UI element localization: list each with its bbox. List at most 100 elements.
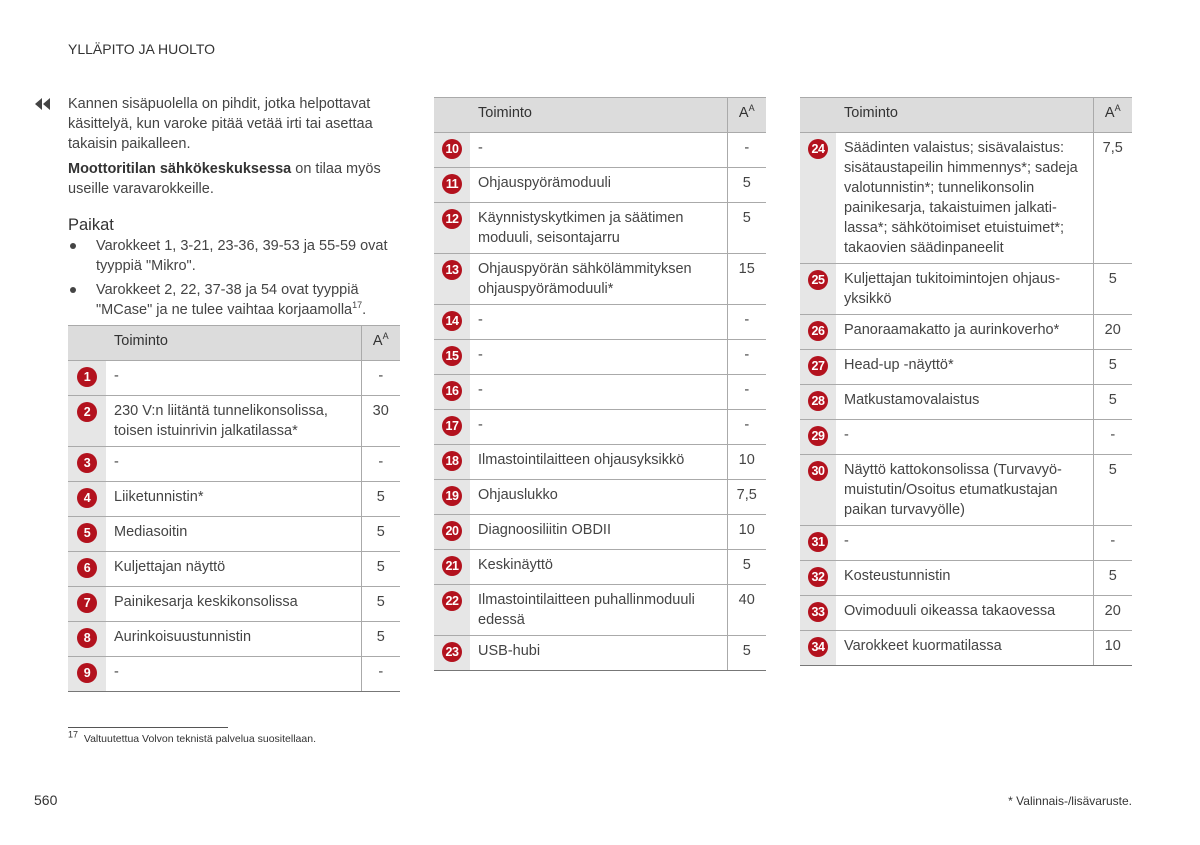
number-cell: 8 — [68, 621, 106, 657]
amps-cell: 7,5 — [1092, 132, 1132, 264]
number-cell: 23 — [434, 635, 470, 671]
function-cell: Painikesarja keskikonsolissa — [106, 586, 361, 622]
fuse-number-badge: 25 — [808, 270, 828, 290]
number-cell: 30 — [800, 454, 836, 526]
amp-symbol-sup: A — [1114, 103, 1121, 114]
header-cell: AA — [360, 325, 400, 361]
amps-cell: 7,5 — [726, 479, 766, 515]
text: on tilaa myös useille varavarokkeille. — [68, 161, 381, 197]
number-cell: 19 — [434, 479, 470, 515]
fuse-number-badge: 17 — [442, 416, 462, 436]
fuse-number-badge: 31 — [808, 532, 828, 552]
fuse-row: 14- - — [434, 304, 766, 340]
function-cell: Keskinäyttö — [470, 549, 727, 585]
function-cell: Matkustamovalaistus — [836, 384, 1093, 420]
function-cell: - — [470, 374, 727, 410]
bullet: Varokkeet 1, 3-21, 23-36, 39-53 ja 55-59… — [68, 236, 402, 276]
footnote-text: Valtuutettua Volvon teknistä palvelua su… — [83, 733, 316, 745]
function-cell: Ohjauspyörämoduuli — [470, 167, 727, 203]
amps-cell: 5 — [726, 167, 766, 203]
number-cell: 13 — [434, 253, 470, 305]
function-cell: Ilmastointilaitteen puhallinmoduuli edes… — [470, 584, 727, 636]
number-cell: 33 — [800, 595, 836, 631]
fuse-row: 32 Kosteustunnistin 5 — [800, 560, 1132, 596]
number-cell: 22 — [434, 584, 470, 636]
function-cell: Ohjauslukko — [470, 479, 727, 515]
function-cell: Ilmastointilaitteen ohjausyksikkö — [470, 444, 727, 480]
number-cell: 21 — [434, 549, 470, 585]
number-cell: 5 — [68, 516, 106, 552]
function-cell: - — [470, 304, 727, 340]
fuse-number-badge: 15 — [442, 346, 462, 366]
fuse-row: 9-- — [68, 656, 400, 692]
fuse-row: 19 Ohjauslukko 7,5 — [434, 479, 766, 515]
fuse-number-badge: 10 — [442, 139, 462, 159]
fuse-row: 17- - — [434, 409, 766, 445]
amps-cell: 5 — [360, 621, 400, 657]
fuse-number-badge: 11 — [442, 174, 462, 194]
number-cell: 6 — [68, 551, 106, 587]
fuse-row: 20 Diagnoosiliitin OBDII 10 — [434, 514, 766, 550]
bullet-list: Varokkeet 1, 3-21, 23-36, 39-53 ja 55-59… — [68, 236, 402, 320]
function-cell: Mediasoitin — [106, 516, 361, 552]
amps-cell: 5 — [360, 586, 400, 622]
footnote-rule — [68, 727, 228, 728]
fuse-number-badge: 20 — [442, 521, 462, 541]
amps-cell: - — [1092, 419, 1132, 455]
fuse-number-badge: 14 — [442, 311, 462, 331]
fuse-number-badge: 13 — [442, 260, 462, 280]
section-header: YLLÄPITO JA HUOLTO — [68, 41, 216, 57]
amps-cell: 10 — [1092, 630, 1132, 666]
number-cell: 34 — [800, 630, 836, 666]
text: Varokkeet 2, 22, 37-38 ja 54 ovat tyyppi… — [96, 282, 359, 318]
paragraph: Moottoritilan sähkökeskuksessa on tilaa … — [68, 159, 402, 199]
fuse-row: 1-- — [68, 360, 400, 396]
number-cell: 9 — [68, 656, 106, 692]
page-number: 560 — [34, 792, 58, 808]
function-cell: - — [836, 525, 1093, 561]
fuse-table: Toiminto AA 24 Säädinten valaistus; sisäval… — [800, 97, 1132, 666]
header-row: Toiminto AA — [800, 97, 1132, 133]
amps-cell: 20 — [1092, 314, 1132, 350]
text: Varokkeet 1, 3-21, 23-36, 39-53 ja 55-59… — [96, 238, 388, 274]
number-cell: 2 — [68, 395, 106, 447]
fuse-number-badge: 26 — [808, 321, 828, 341]
number-cell: 4 — [68, 481, 106, 517]
fuse-row: 21 Keskinäyttö 5 — [434, 549, 766, 585]
function-cell: Kuljettajan näyttö — [106, 551, 361, 587]
function-cell: Head-up -näyttö* — [836, 349, 1093, 385]
paragraph: Kannen sisäpuolella on pihdit, jotka hel… — [68, 96, 373, 152]
function-cell: Säädinten valaistus; sisävalaistus: sisä… — [836, 132, 1093, 264]
fuse-row: 27 Head-up -näyttö* 5 — [800, 349, 1132, 385]
fuse-number-badge: 5 — [77, 523, 97, 543]
fuse-number-badge: 1 — [77, 367, 97, 387]
function-cell: - — [470, 132, 727, 168]
number-cell: 16 — [434, 374, 470, 410]
fuse-row: 2 230 V:n liitäntä tunnelikonsolissa, toi… — [68, 395, 400, 447]
fuse-row: 6 Kuljettajan näyttö 5 — [68, 551, 400, 587]
continued-icon — [35, 98, 50, 110]
fuse-number-badge: 22 — [442, 591, 462, 611]
header-cell: AA — [1092, 97, 1132, 133]
amp-symbol: A — [372, 333, 383, 349]
header-row: Toiminto AA — [434, 97, 766, 133]
amps-cell: 5 — [726, 549, 766, 585]
function-cell: 230 V:n liitäntä tunnelikonsolissa, tois… — [106, 395, 361, 447]
fuse-number-badge: 12 — [442, 209, 462, 229]
fuse-number-badge: 30 — [808, 461, 828, 481]
fuse-table: Toiminto AA 1- -2 230 V:n liitäntä tunneliko… — [68, 325, 400, 692]
fuse-number-badge: 23 — [442, 642, 462, 662]
amps-cell: - — [1092, 525, 1132, 561]
number-cell: 3 — [68, 446, 106, 482]
number-cell: 11 — [434, 167, 470, 203]
footnote-ref: 17 — [352, 300, 363, 311]
amps-cell: 20 — [1092, 595, 1132, 631]
fuse-row: 18 Ilmastointilaitteen ohjausyksikkö 10 — [434, 444, 766, 480]
number-cell: 29 — [800, 419, 836, 455]
footnote: 17 Valtuutettua Volvon teknistä palvelua… — [68, 730, 316, 745]
fuse-row: 34 Varokkeet kuormatilassa 10 — [800, 630, 1132, 666]
function-cell: - — [106, 656, 361, 692]
fuse-row: 3-- — [68, 446, 400, 482]
header-cell — [68, 325, 106, 361]
amps-cell: - — [726, 304, 766, 340]
